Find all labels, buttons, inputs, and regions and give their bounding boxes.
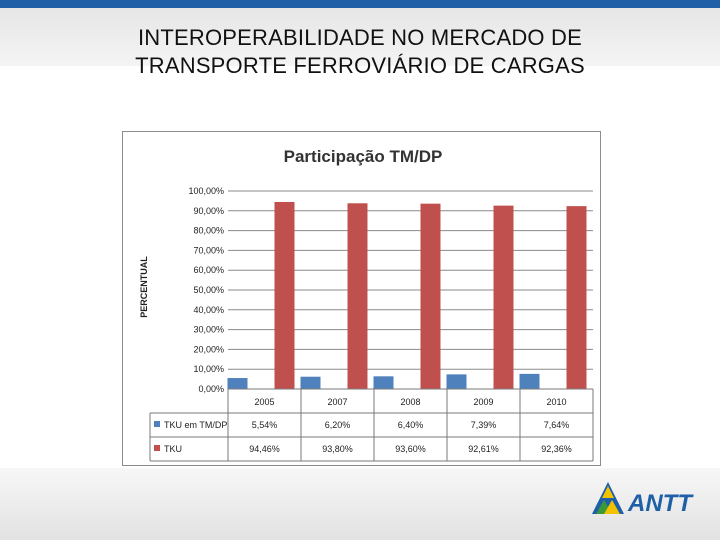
x-category-label: 2007 xyxy=(327,397,347,407)
data-label: 7,64% xyxy=(544,420,570,430)
bar-tku-em-tm-dp xyxy=(300,376,321,389)
bar-tku xyxy=(420,203,441,389)
y-tick-label: 70,00% xyxy=(193,245,224,255)
logo-triangle-right-icon xyxy=(604,500,620,514)
legend-label: TKU em TM/DP xyxy=(164,420,227,430)
y-tick-label: 30,00% xyxy=(193,325,224,335)
antt-logo: ANTT xyxy=(592,482,694,517)
bar-tku-em-tm-dp xyxy=(373,376,394,389)
data-label: 93,60% xyxy=(395,444,426,454)
chart-title: Participação TM/DP xyxy=(284,147,443,166)
data-label: 6,40% xyxy=(398,420,424,430)
y-tick-label: 50,00% xyxy=(193,285,224,295)
header-band xyxy=(0,8,720,66)
y-tick-label: 60,00% xyxy=(193,265,224,275)
y-tick-label: 100,00% xyxy=(188,186,224,196)
legend-key-tku xyxy=(154,445,160,451)
y-tick-label: 20,00% xyxy=(193,344,224,354)
x-category-label: 2005 xyxy=(254,397,274,407)
bar-tku-em-tm-dp xyxy=(446,374,467,389)
data-label: 92,36% xyxy=(541,444,572,454)
slide-title-line-1: INTEROPERABILIDADE NO MERCADO DE xyxy=(137,25,583,50)
slide-title-line-2: TRANSPORTE FERROVIÁRIO DE CARGAS xyxy=(135,53,585,78)
y-tick-label: 10,00% xyxy=(193,364,224,374)
y-axis-ticks: 0,00% 10,00% 20,00% 30,00% 40,00% 50,00% 60,00… xyxy=(188,186,224,394)
logo-text: ANTT xyxy=(627,490,694,517)
data-label: 93,80% xyxy=(322,444,353,454)
legend-key-tku-em-tm-dp xyxy=(154,421,160,427)
slide-title: INTEROPERABILIDADE NO MERCADO DE TRANSPO… xyxy=(60,24,660,80)
data-label: 7,39% xyxy=(471,420,497,430)
bars xyxy=(227,201,587,389)
y-tick-label: 40,00% xyxy=(193,305,224,315)
top-accent-bar xyxy=(0,0,720,8)
data-table: 2005 2007 2008 2009 2010 TKU em TM/DP 5,54% 6,2… xyxy=(149,388,594,462)
bar-tku xyxy=(493,205,514,389)
x-category-label: 2010 xyxy=(546,397,566,407)
chart-container: Participação TM/DP PERCENTUAL 0,00% 10,00… xyxy=(122,131,601,466)
legend-label: TKU xyxy=(164,444,182,454)
x-category-label: 2008 xyxy=(400,397,420,407)
bar-tku xyxy=(274,201,295,389)
chart-canvas: Participação TM/DP PERCENTUAL 0,00% 10,00… xyxy=(139,147,594,462)
x-category-label: 2009 xyxy=(473,397,493,407)
y-axis-label: PERCENTUAL xyxy=(139,256,149,318)
bar-tku-em-tm-dp xyxy=(227,378,248,389)
data-label: 92,61% xyxy=(468,444,499,454)
bar-tku xyxy=(566,206,587,389)
data-label: 94,46% xyxy=(249,444,280,454)
data-label: 6,20% xyxy=(325,420,351,430)
bar-tku-em-tm-dp xyxy=(519,373,540,389)
logo-triangle-top-icon xyxy=(602,486,614,498)
y-tick-label: 80,00% xyxy=(193,226,224,236)
y-tick-label: 90,00% xyxy=(193,206,224,216)
data-label: 5,54% xyxy=(252,420,278,430)
bar-tku xyxy=(347,203,368,389)
y-tick-label: 0,00% xyxy=(198,384,224,394)
